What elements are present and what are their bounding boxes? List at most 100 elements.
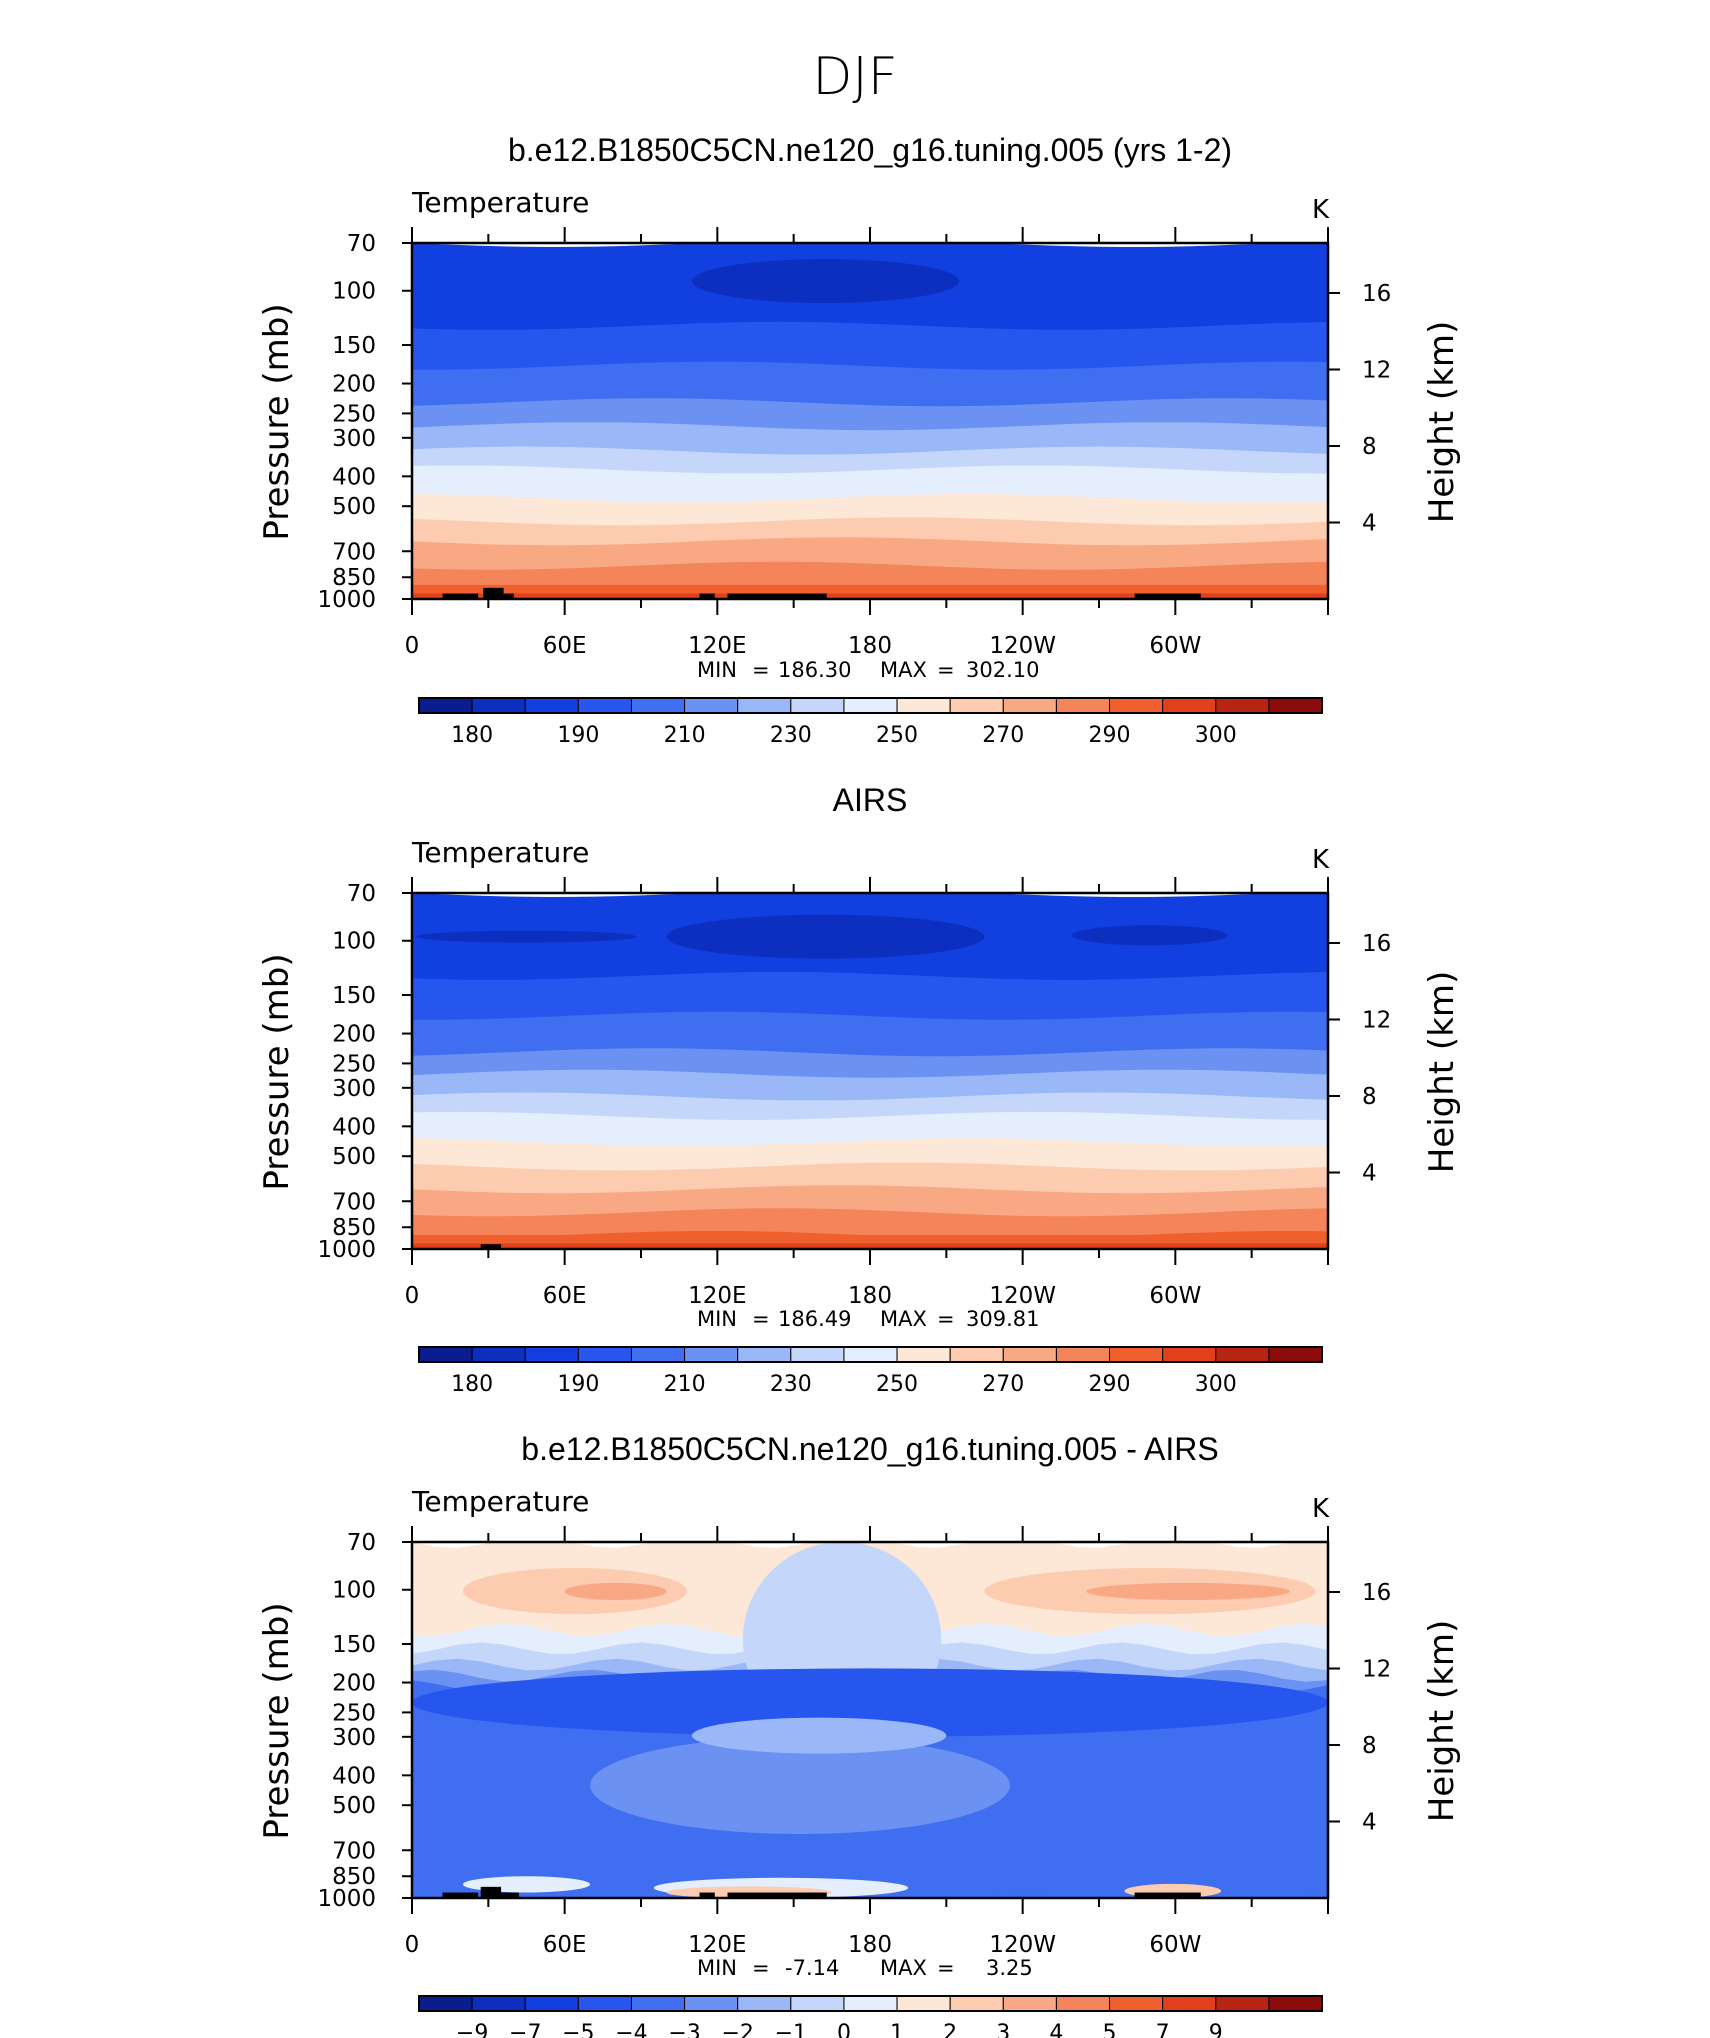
max-label: MAX <box>880 1956 927 1980</box>
x-tick-label: 120E <box>688 1283 746 1309</box>
colorbar-label: −9 <box>456 2021 488 2038</box>
colorbar-swatch <box>843 1995 898 2012</box>
colorbar-label: 180 <box>451 723 493 748</box>
x-tick-label: 180 <box>848 1283 892 1309</box>
contour-band <box>666 914 985 959</box>
chart-panel-airs: AIRS Temperature K 701001502002503004005… <box>257 782 1462 1397</box>
min-label: MIN <box>697 658 737 682</box>
terrain-mask <box>442 1892 479 1898</box>
terrain-mask <box>699 1892 715 1898</box>
terrain-mask <box>727 593 827 599</box>
colorbar-label: 210 <box>664 1372 706 1397</box>
colorbar-swatch <box>1109 1346 1164 1363</box>
x-tick-label: 180 <box>848 1932 892 1958</box>
contour-band <box>412 1243 1328 1249</box>
x-tick-label: 0 <box>405 633 420 659</box>
colorbar-label: −3 <box>668 2021 700 2038</box>
terrain-mask <box>501 1892 519 1898</box>
min-label: MIN <box>697 1307 737 1331</box>
y-tick-label: 300 <box>332 1725 376 1751</box>
y-axis-label-right: Height (km) <box>1422 1620 1462 1823</box>
colorbar-swatch <box>577 697 632 714</box>
x-tick-label: 120W <box>989 1283 1056 1309</box>
colorbar-label: 190 <box>557 723 599 748</box>
x-tick-label: 60W <box>1149 1283 1201 1309</box>
colorbar-swatch <box>684 697 739 714</box>
chart-panel-difference: b.e12.B1850C5CN.ne120_g16.tuning.005 - A… <box>257 1431 1462 2038</box>
colorbar-swatch <box>949 1995 1004 2012</box>
contour-band <box>590 1736 1010 1835</box>
y-tick-label: 1000 <box>317 1237 376 1263</box>
colorbar-swatch <box>790 697 845 714</box>
y-tick-label: 500 <box>332 1793 376 1819</box>
colorbar-label: 210 <box>664 723 706 748</box>
colorbar-swatch <box>1002 697 1057 714</box>
y-tick-label: 200 <box>332 1022 376 1048</box>
y-tick-right-label: 12 <box>1362 358 1391 384</box>
max-value: 309.81 <box>966 1307 1039 1331</box>
y-tick-label: 100 <box>332 929 376 955</box>
y-tick-label: 100 <box>332 1578 376 1604</box>
units-label: K <box>1312 1494 1330 1524</box>
y-tick-label: 500 <box>332 1144 376 1170</box>
terrain-mask <box>1134 593 1201 599</box>
colorbar-label: 230 <box>770 1372 812 1397</box>
colorbar-swatch <box>471 1995 526 2012</box>
y-tick-right-label: 4 <box>1362 1161 1377 1187</box>
contour-band <box>564 1582 667 1601</box>
variable-label: Temperature <box>411 186 589 219</box>
colorbar-label: 290 <box>1089 723 1131 748</box>
colorbar: 180 190 210 230 250 270 290 300 <box>418 1346 1323 1397</box>
terrain-mask <box>480 1886 502 1898</box>
colorbar-swatch <box>1268 697 1323 714</box>
contour-band <box>416 930 637 943</box>
colorbar-label: −5 <box>562 2021 594 2038</box>
min-label: MIN <box>697 1956 737 1980</box>
y-tick-label: 70 <box>347 881 376 907</box>
heatmap-fill <box>412 243 1328 599</box>
y-axis-label-left: Pressure (mb) <box>257 1602 297 1839</box>
colorbar-swatch <box>577 1995 632 2012</box>
y-tick-right-label: 4 <box>1362 1810 1377 1836</box>
y-axis-label-left: Pressure (mb) <box>257 303 297 540</box>
colorbar-swatch <box>896 697 951 714</box>
colorbar-swatch <box>418 1346 473 1363</box>
max-value: 302.10 <box>966 658 1039 682</box>
y-tick-label: 70 <box>347 231 376 257</box>
x-tick-label: 60W <box>1149 633 1201 659</box>
colorbar-label: 2 <box>943 2021 957 2038</box>
y-tick-label: 100 <box>332 279 376 305</box>
y-axis-label-right: Height (km) <box>1422 321 1462 524</box>
terrain-mask <box>727 1892 827 1898</box>
terrain-mask <box>503 593 514 599</box>
colorbar-label: 250 <box>876 723 918 748</box>
colorbar-label: 300 <box>1195 1372 1237 1397</box>
colorbar-swatch <box>471 697 526 714</box>
colorbar-label: 4 <box>1049 2021 1063 2038</box>
page-title: DJF <box>812 47 897 107</box>
x-tick-label: 60E <box>543 1932 587 1958</box>
chart-panel-model: b.e12.B1850C5CN.ne120_g16.tuning.005 (yr… <box>257 132 1462 748</box>
colorbar-label: 290 <box>1089 1372 1131 1397</box>
y-tick-label: 700 <box>332 539 376 565</box>
stats-line: MIN = 186.30 MAX = 302.10 <box>697 658 1039 682</box>
y-tick-right-label: 12 <box>1362 1657 1391 1683</box>
colorbar-swatch <box>1162 1995 1217 2012</box>
y-tick-right-label: 16 <box>1362 1580 1391 1606</box>
x-tick-label: 0 <box>405 1932 420 1958</box>
y-tick-right-label: 12 <box>1362 1008 1391 1034</box>
colorbar-swatch <box>1215 697 1270 714</box>
colorbar-swatch <box>1109 1995 1164 2012</box>
y-tick-label: 150 <box>332 983 376 1009</box>
colorbar-label: 270 <box>982 723 1024 748</box>
colorbar-swatch <box>896 1995 951 2012</box>
terrain-mask <box>1134 1892 1201 1898</box>
colorbar-label: 7 <box>1156 2021 1170 2038</box>
svg-text:=: = <box>752 1956 770 1980</box>
min-value: -7.14 <box>785 1956 839 1980</box>
colorbar-swatch <box>524 1995 579 2012</box>
colorbar: 180 190 210 230 250 270 290 300 <box>418 697 1323 748</box>
heatmap-fill <box>412 893 1328 1249</box>
x-tick-label: 120E <box>688 1932 746 1958</box>
